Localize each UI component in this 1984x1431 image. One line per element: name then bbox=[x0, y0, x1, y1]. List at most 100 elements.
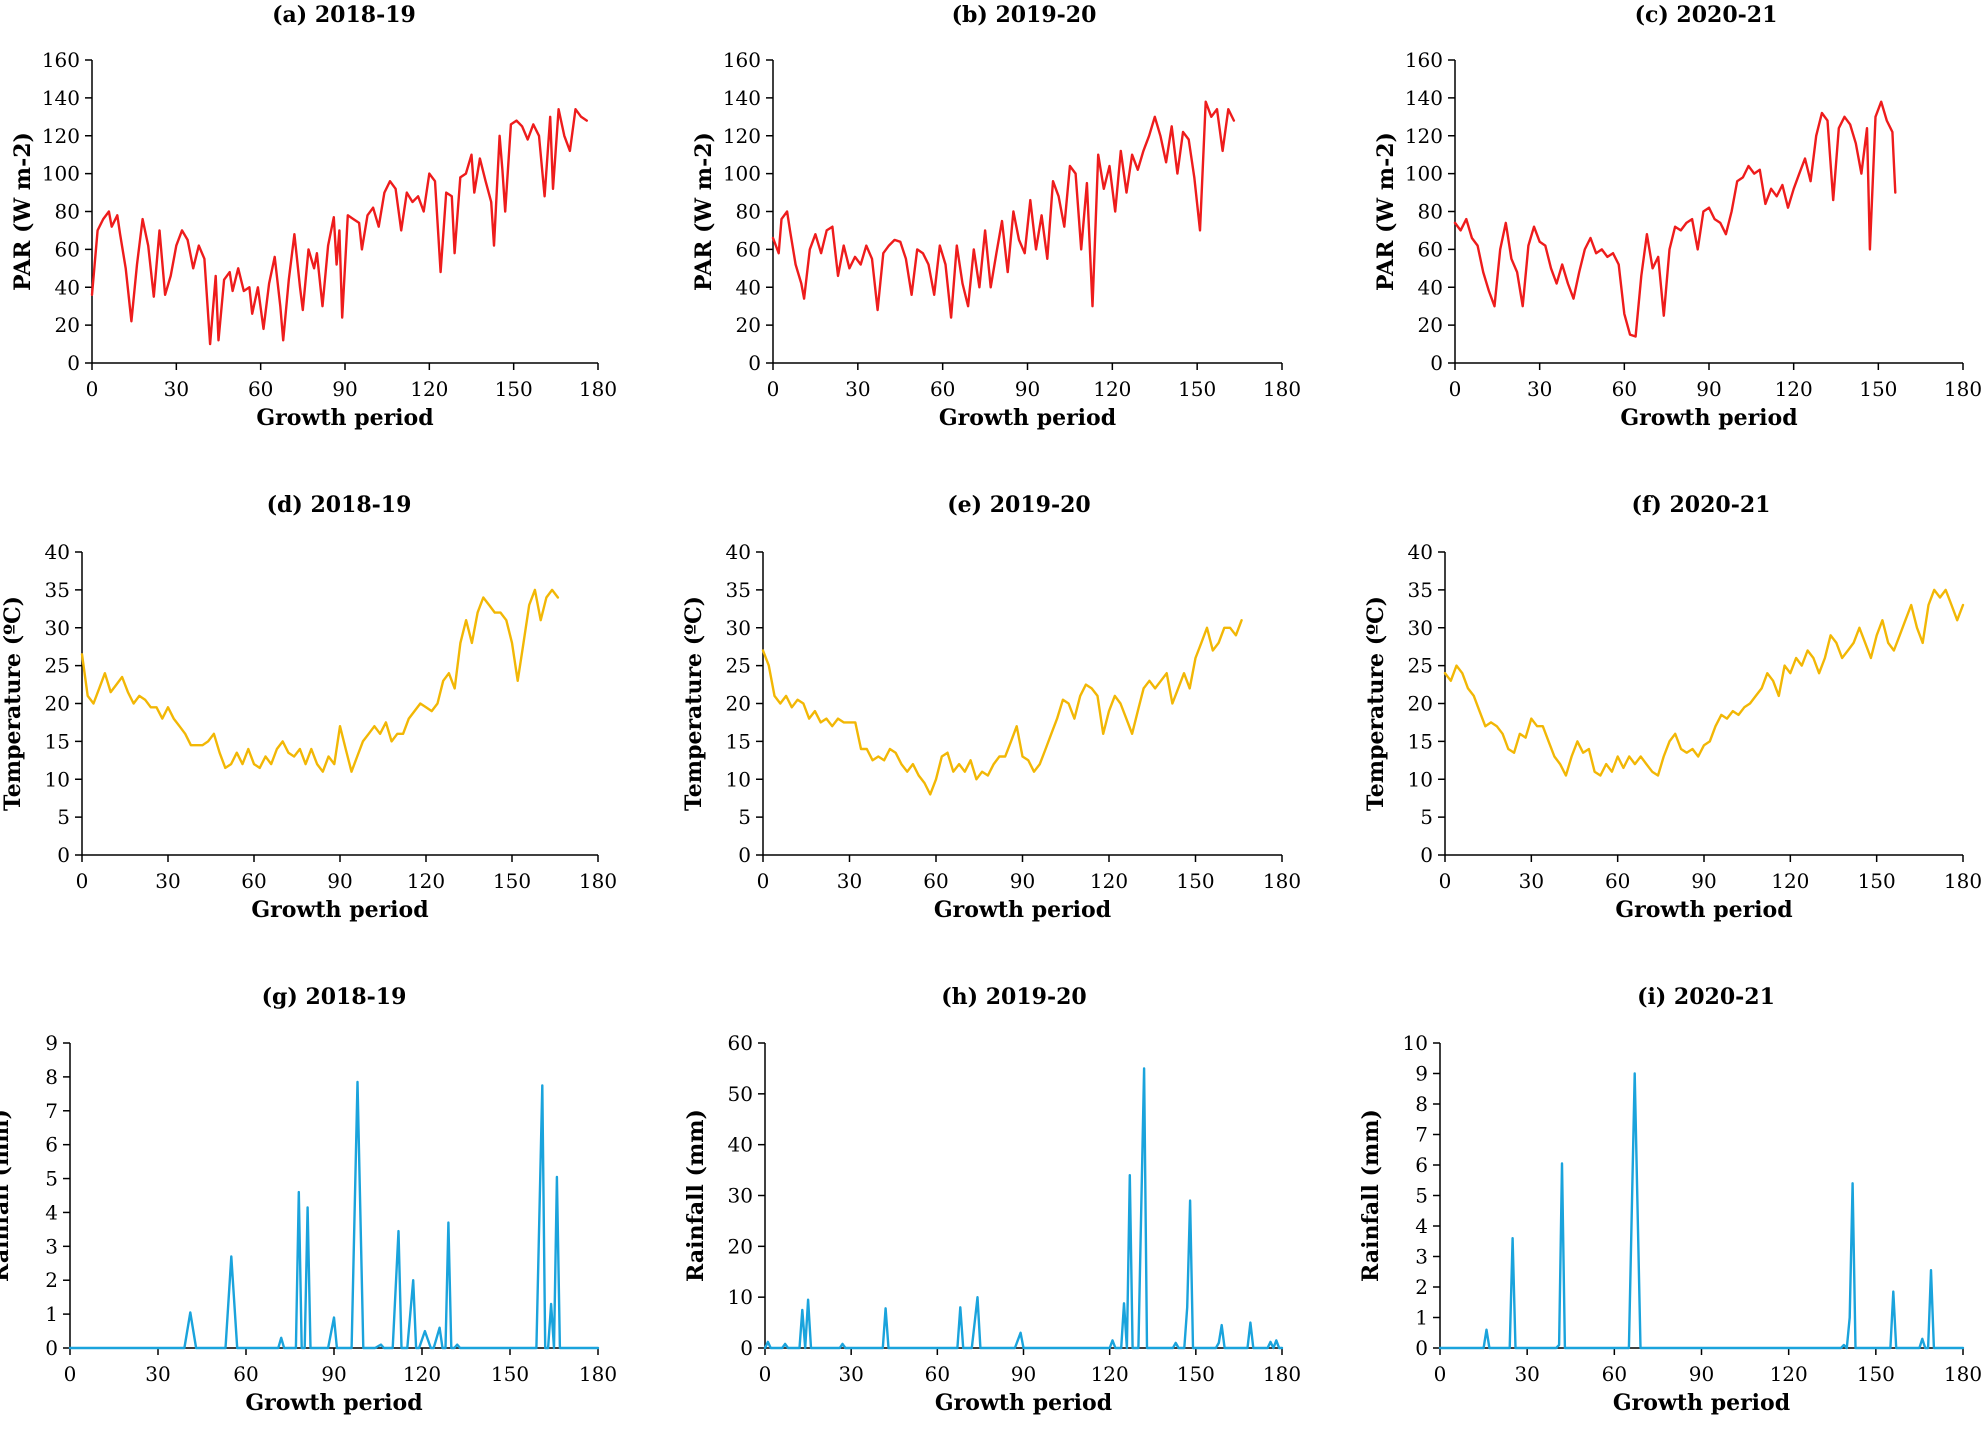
panel-i-ytick-label: 4 bbox=[1415, 1214, 1428, 1238]
panel-e-xtick-label: 30 bbox=[837, 869, 862, 893]
panel-h-xtick-label: 120 bbox=[1091, 1362, 1129, 1386]
panel-i: 0 1 2 3 4 5 6 7 8 9 10 0 30 60 90 120 150 180 Growth perio… bbox=[1358, 1031, 1982, 1416]
panel-e-xtick-label: 150 bbox=[1176, 869, 1214, 893]
panel-e-xlabel: Growth period bbox=[934, 897, 1111, 923]
panel-c: 0 20 40 60 80 100 120 140 160 0 30 60 90 120 150 180 Gro… bbox=[1373, 48, 1982, 431]
panel-i-ytick-label: 5 bbox=[1415, 1184, 1428, 1208]
panel-h-ytick-label: 20 bbox=[728, 1234, 753, 1258]
panel-f-xtick-label: 90 bbox=[1691, 869, 1716, 893]
panel-a-xtick-label: 60 bbox=[248, 377, 273, 401]
panel-a-series-line bbox=[90, 108, 588, 346]
panel-e: 0 5 10 15 20 25 30 35 40 0 30 60 90 120 150 180 Growth p… bbox=[681, 540, 1301, 923]
panel-c-xlabel: Growth period bbox=[1620, 405, 1797, 431]
panel-f-xtick-label: 120 bbox=[1771, 869, 1809, 893]
panel-a-ytick-label: 40 bbox=[55, 275, 80, 299]
panel-h-ytick-label: 60 bbox=[728, 1031, 753, 1055]
panel-g-xtick-label: 60 bbox=[233, 1362, 258, 1386]
panel-e-ytick-label: 35 bbox=[726, 578, 751, 602]
panel-h-ylabel: Rainfall (mm) bbox=[683, 1109, 709, 1282]
panel-h-xtick-label: 90 bbox=[1011, 1362, 1036, 1386]
panel-b-xtick-label: 150 bbox=[1178, 377, 1216, 401]
panel-c-ylabel: PAR (W m-2) bbox=[1373, 132, 1399, 291]
panel-a-xtick-label: 180 bbox=[579, 377, 617, 401]
panel-g-ytick-label: 0 bbox=[45, 1336, 58, 1360]
panel-e-ytick-label: 40 bbox=[726, 540, 751, 564]
panel-g-xtick-label: 0 bbox=[64, 1362, 77, 1386]
panel-h-title: (h) 2019-20 bbox=[941, 984, 1086, 1010]
panel-c-xtick-label: 90 bbox=[1696, 377, 1721, 401]
panel-a-xtick-label: 30 bbox=[164, 377, 189, 401]
panel-g-xtick-label: 90 bbox=[321, 1362, 346, 1386]
panel-g-series-line bbox=[68, 1080, 600, 1350]
panel-d-ytick-label: 30 bbox=[45, 616, 70, 640]
panel-a-ytick-label: 20 bbox=[55, 313, 80, 337]
panel-b-ytick-label: 160 bbox=[723, 48, 761, 72]
panel-g-ytick-label: 9 bbox=[45, 1031, 58, 1055]
panel-f-series-line bbox=[1443, 588, 1965, 777]
panel-c-ytick-label: 40 bbox=[1418, 275, 1443, 299]
panel-i-series-line bbox=[1438, 1072, 1965, 1350]
panel-f-ytick-label: 15 bbox=[1408, 729, 1433, 753]
panel-i-xtick-label: 0 bbox=[1434, 1362, 1447, 1386]
panel-d-xtick-label: 180 bbox=[579, 869, 617, 893]
panel-a-ytick-label: 60 bbox=[55, 237, 80, 261]
panel-f-ytick-label: 35 bbox=[1408, 578, 1433, 602]
panel-h-xtick-label: 0 bbox=[759, 1362, 772, 1386]
panel-e-xtick-label: 60 bbox=[923, 869, 948, 893]
panel-f-ytick-label: 25 bbox=[1408, 654, 1433, 678]
panel-f: 0 5 10 15 20 25 30 35 40 0 30 60 90 120 150 180 Growth p… bbox=[1363, 540, 1982, 923]
panel-d-ytick-label: 35 bbox=[45, 578, 70, 602]
panel-e-ytick-label: 15 bbox=[726, 729, 751, 753]
panel-f-xtick-label: 60 bbox=[1605, 869, 1630, 893]
panel-b-ylabel: PAR (W m-2) bbox=[691, 132, 717, 291]
panel-d-ytick-label: 0 bbox=[57, 843, 70, 867]
panel-f-ytick-label: 0 bbox=[1420, 843, 1433, 867]
panel-e-ytick-label: 5 bbox=[738, 805, 751, 829]
panel-d-xlabel: Growth period bbox=[251, 897, 428, 923]
panel-e-ytick-label: 0 bbox=[738, 843, 751, 867]
panel-e-ylabel: Temperature (ºC) bbox=[681, 596, 707, 811]
panel-c-title: (c) 2020-21 bbox=[1635, 2, 1778, 28]
panel-i-xtick-label: 180 bbox=[1944, 1362, 1982, 1386]
panel-h-ytick-label: 0 bbox=[740, 1336, 753, 1360]
panel-b-title: (b) 2019-20 bbox=[952, 2, 1097, 28]
panel-h-ytick-label: 10 bbox=[728, 1285, 753, 1309]
panel-g-ytick-label: 2 bbox=[45, 1268, 58, 1292]
panel-g-xtick-label: 180 bbox=[579, 1362, 617, 1386]
panel-f-ytick-label: 40 bbox=[1408, 540, 1433, 564]
panel-b-ytick-label: 0 bbox=[748, 351, 761, 375]
panel-d-ytick-label: 5 bbox=[57, 805, 70, 829]
panel-f-title: (f) 2020-21 bbox=[1632, 492, 1771, 518]
panel-h-ytick-label: 30 bbox=[728, 1184, 753, 1208]
panel-c-ytick-label: 80 bbox=[1418, 200, 1443, 224]
panel-e-ytick-label: 30 bbox=[726, 616, 751, 640]
panel-d-xtick-label: 90 bbox=[327, 869, 352, 893]
panel-c-ytick-label: 60 bbox=[1418, 237, 1443, 261]
panel-d-title: (d) 2018-19 bbox=[267, 492, 412, 518]
panel-d-ylabel: Temperature (ºC) bbox=[0, 596, 26, 811]
panel-i-ytick-label: 1 bbox=[1415, 1306, 1428, 1330]
panel-d-ytick-label: 40 bbox=[45, 540, 70, 564]
panel-g-xlabel: Growth period bbox=[245, 1390, 422, 1416]
panel-d-xtick-label: 60 bbox=[241, 869, 266, 893]
panel-b-ytick-label: 120 bbox=[723, 124, 761, 148]
panel-b-xtick-label: 30 bbox=[845, 377, 870, 401]
panel-i-ytick-label: 0 bbox=[1415, 1336, 1428, 1360]
panel-g-ytick-label: 7 bbox=[45, 1099, 58, 1123]
panel-i-ytick-label: 9 bbox=[1415, 1062, 1428, 1086]
panel-i-ytick-label: 6 bbox=[1415, 1153, 1428, 1177]
panel-g-xtick-label: 120 bbox=[403, 1362, 441, 1386]
panel-f-xtick-label: 180 bbox=[1944, 869, 1982, 893]
panel-a-ytick-label: 160 bbox=[42, 48, 80, 72]
panel-f-xtick-label: 0 bbox=[1439, 869, 1452, 893]
panel-a-xtick-label: 90 bbox=[332, 377, 357, 401]
panel-d-xtick-label: 30 bbox=[155, 869, 180, 893]
panel-f-ylabel: Temperature (ºC) bbox=[1363, 596, 1389, 811]
panel-i-xtick-label: 150 bbox=[1857, 1362, 1895, 1386]
panel-d-series-line bbox=[80, 588, 560, 773]
panel-a-ytick-label: 0 bbox=[67, 351, 80, 375]
panel-i-xtick-label: 60 bbox=[1602, 1362, 1627, 1386]
panel-f-ytick-label: 5 bbox=[1420, 805, 1433, 829]
panel-b-series-line bbox=[771, 100, 1236, 319]
